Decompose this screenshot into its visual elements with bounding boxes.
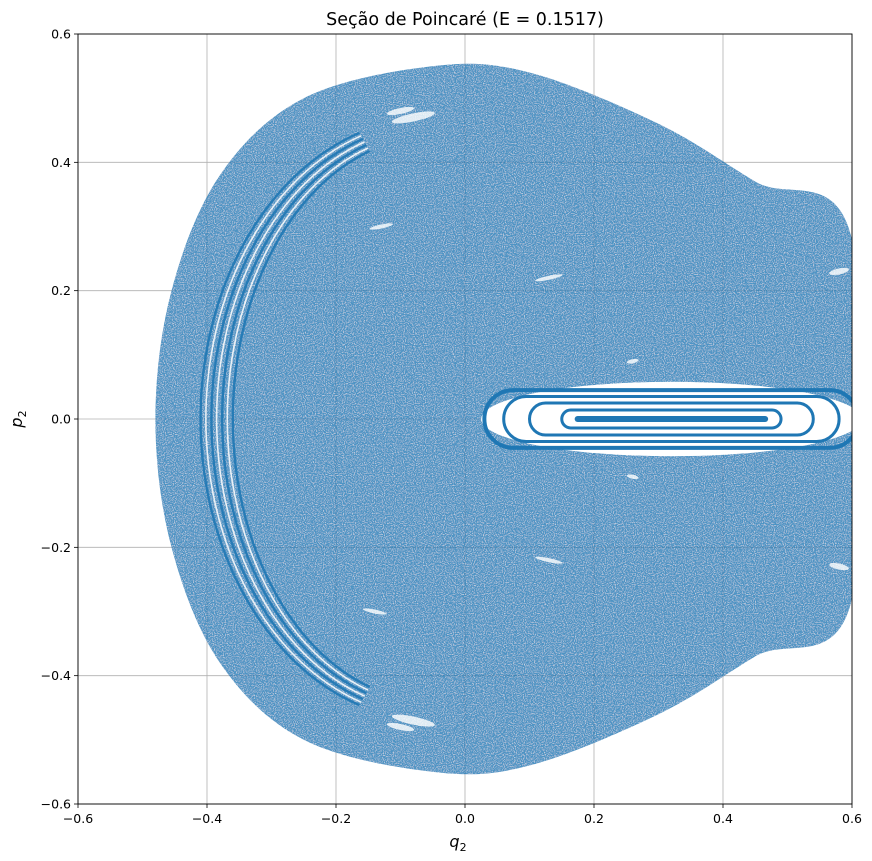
small-island <box>626 474 639 480</box>
small-island <box>829 267 849 276</box>
small-island <box>535 556 563 564</box>
small-island <box>391 714 435 727</box>
y-tick-label: −0.2 <box>41 540 71 555</box>
x-tick-label: −0.6 <box>63 811 93 826</box>
small-island <box>369 223 393 230</box>
crescent-arc <box>215 141 365 697</box>
island-ring <box>502 395 841 443</box>
y-axis-title: p2 <box>7 410 29 428</box>
x-tick-label: 0.4 <box>713 811 733 826</box>
crescent-arc <box>205 135 362 703</box>
x-tick-label: 0.2 <box>584 811 604 826</box>
small-island <box>386 722 415 732</box>
island-ring <box>528 401 815 437</box>
crescent-arc <box>231 150 371 688</box>
island-core <box>574 416 769 422</box>
scatter-points <box>155 63 852 775</box>
y-tick-label: −0.4 <box>41 668 71 683</box>
chart-title: Seção de Poincaré (E = 0.1517) <box>326 10 604 30</box>
crescent-arc <box>210 137 364 701</box>
island-ring <box>560 408 783 430</box>
small-island <box>829 562 849 571</box>
x-tick-label: 0.6 <box>842 811 862 826</box>
small-island <box>535 274 563 282</box>
small-island <box>626 358 639 364</box>
small-island <box>386 106 415 116</box>
y-tick-label: 0.0 <box>51 412 71 427</box>
crescent-arc <box>199 131 360 707</box>
x-tick-label: −0.4 <box>192 811 222 826</box>
island-ring <box>482 388 852 450</box>
x-tick-label: 0.0 <box>455 811 475 826</box>
axis-ticks: −0.6 −0.4 −0.2 0.0 0.2 0.4 0.6 −0.6 −0.4 −0.2 0.0 0… <box>41 27 862 827</box>
x-tick-label: −0.2 <box>321 811 351 826</box>
crescent-arc <box>226 147 369 691</box>
crescent-arc <box>221 143 367 695</box>
y-tick-label: 0.4 <box>51 155 71 170</box>
y-tick-label: 0.6 <box>51 27 71 42</box>
small-island <box>362 608 387 615</box>
x-axis-title: q2 <box>449 832 466 854</box>
small-island <box>391 111 435 124</box>
y-tick-label: 0.2 <box>51 283 71 298</box>
y-tick-label: −0.6 <box>41 797 71 812</box>
